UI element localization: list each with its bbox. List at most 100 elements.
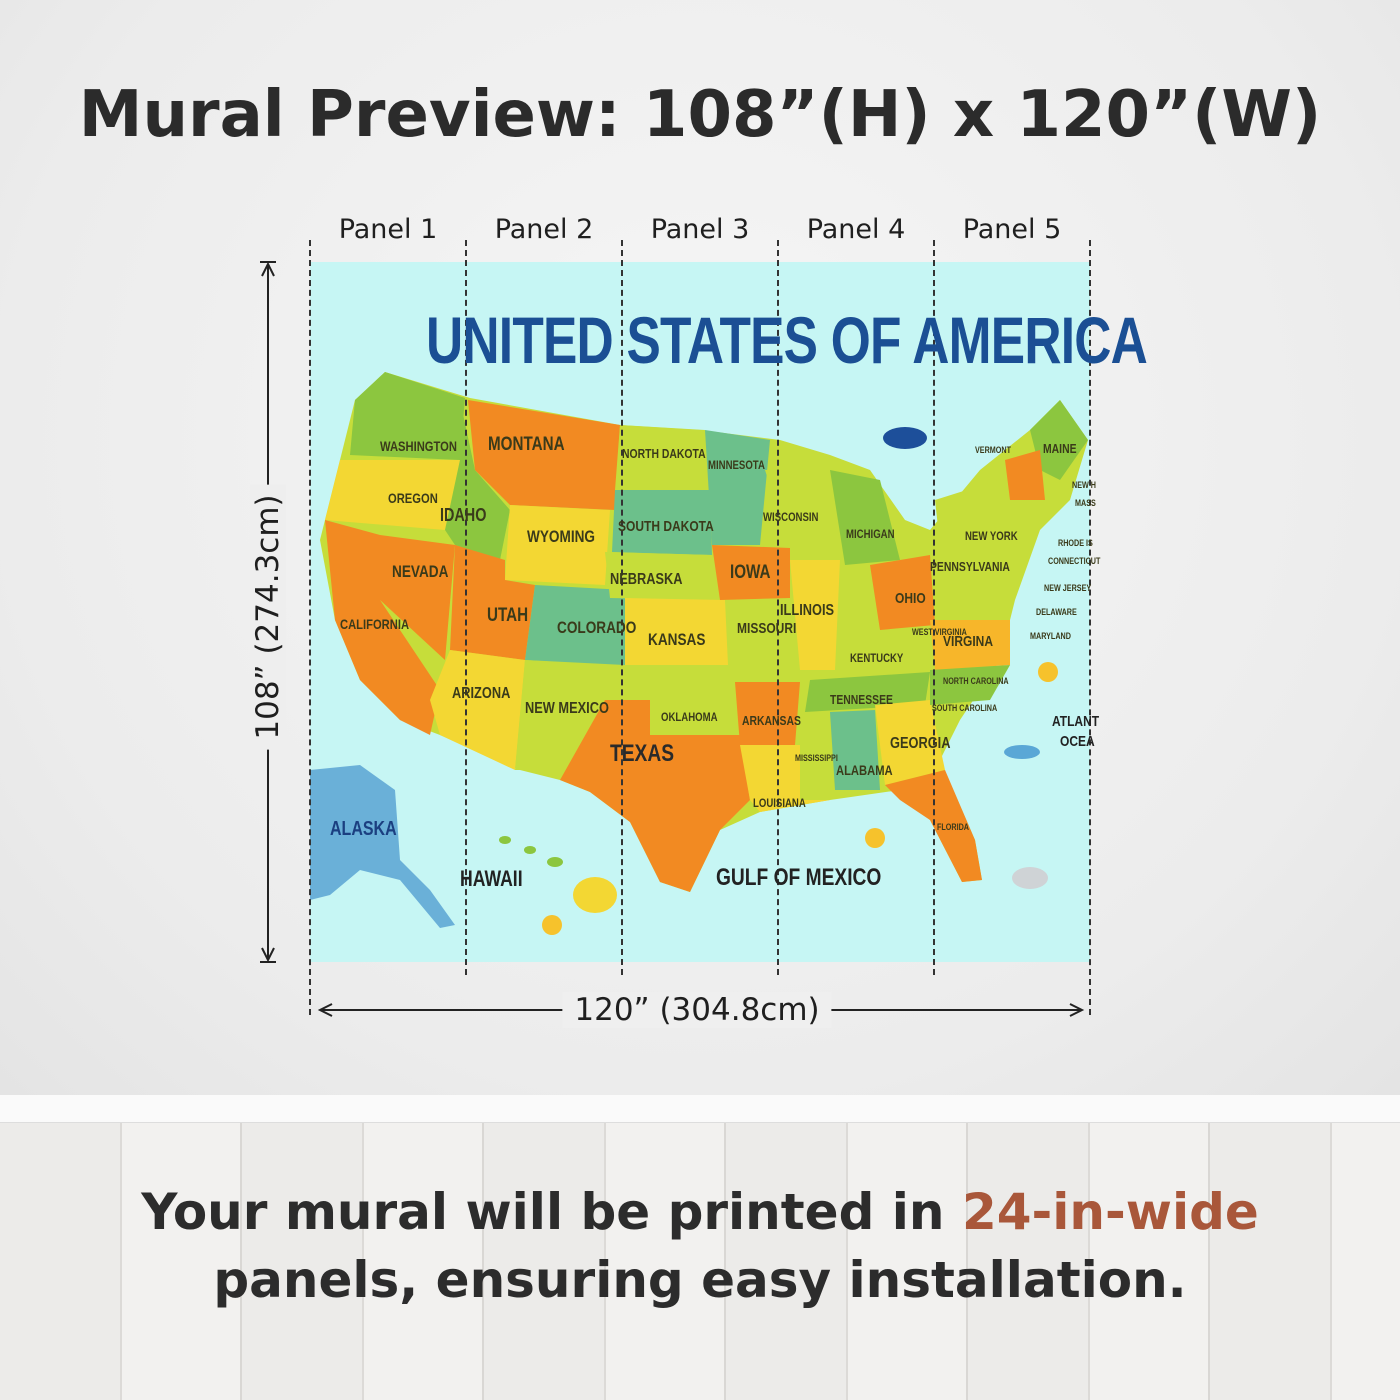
page-title: Mural Preview: 108”(H) x 120”(W) [78,78,1322,152]
state-label: ARKANSAS [742,713,801,728]
state-label: MARYLAND [1030,631,1071,641]
state-arkansas [735,682,800,745]
state-colorado [525,585,625,665]
state-label: MINNESOTA [708,458,765,472]
state-label: KENTUCKY [850,651,904,665]
state-label: GEORGIA [890,735,951,752]
state-ohio [870,555,935,630]
state-oregon [325,460,460,530]
state-missouri [728,600,800,680]
state-north-carolina [930,665,1010,705]
panel-3-label: Panel 3 [650,214,750,245]
state-label: MONTANA [488,434,565,455]
state-label: NORTH CAROLINA [943,676,1009,686]
dolphin-icon [1004,745,1040,759]
state-georgia [875,700,945,785]
state-label: CALIFORNIA [340,616,410,632]
caption-text: panels, ensuring easy installation. [213,1251,1187,1309]
state-wyoming [505,505,610,585]
state-label: VERMONT [975,445,1011,455]
panel-divider [309,240,311,1015]
height-dimension-label: 108” (274.3cm) [250,484,286,750]
state-label: CONNECTICUT [1048,556,1101,566]
state-oklahoma [605,680,740,735]
arrowhead-right [1069,1003,1085,1017]
panel-divider [777,240,779,975]
state-idaho [445,400,510,560]
state-california [325,520,440,735]
arrowhead-down [261,947,275,963]
width-dimension-label: 120” (304.8cm) [562,992,832,1028]
state-label: NEW MEXICO [525,700,609,717]
state-label: ALABAMA [836,762,893,778]
state-label: TEXAS [610,740,675,767]
state-label: MASS [1075,498,1096,508]
panel-1-label: Panel 1 [338,214,438,245]
state-kansas [625,598,728,665]
state-label: MISSOURI [737,620,797,637]
state-label: MAINE [1043,441,1077,456]
caption-text: Your mural will be printed in [141,1183,962,1241]
manatee-icon [1012,867,1048,889]
state-label: UTAH [487,605,529,626]
state-illinois [790,560,840,670]
state-label: NEW YORK [965,529,1018,543]
state-michigan [830,470,900,565]
state-label: KANSAS [648,630,706,649]
state-alabama [830,710,880,790]
alaska-shape [310,765,455,928]
panel-5-label: Panel 5 [962,214,1062,245]
water-label: GULF OF MEXICO [716,864,882,891]
wood-floor [0,1123,1400,1400]
state-label: NEW JERSEY [1044,583,1092,593]
state-label: ALASKA [330,818,397,840]
state-nebraska [605,552,720,600]
panel-2-label: Panel 2 [494,214,594,245]
state-label: WISCONSIN [763,510,819,524]
arrowhead-left [317,1003,333,1017]
state-label: ARIZONA [452,685,511,702]
state-montana [468,400,620,510]
water-label: ATLANT [1052,713,1100,730]
panel-4-label: Panel 4 [806,214,906,245]
arrowhead-up [261,261,275,277]
state-vermont-nh [1005,450,1045,500]
state-wisconsin [765,470,830,548]
state-label: IOWA [730,562,771,583]
state-south-dakota [612,490,712,555]
state-utah [450,545,535,660]
state-iowa [712,545,790,600]
panel-divider [621,240,623,975]
state-virginia [930,620,1010,670]
state-label: NEVADA [392,562,449,581]
footer-caption: Your mural will be printed in 24-in-wide… [0,1178,1400,1314]
state-arizona [430,650,525,770]
state-label: LOUISIANA [753,796,806,810]
panel-divider [1089,240,1091,1015]
state-label: NEW H [1072,480,1096,490]
hawaii-island [573,877,617,913]
hawaii-island [547,857,563,867]
panel-divider [933,240,935,975]
state-tennessee [805,672,930,712]
state-label: WYOMING [527,527,595,546]
state-label: WASHINGTON [380,438,457,454]
state-label: MISSISSIPPI [795,753,838,763]
state-label: RHODE IS [1058,538,1093,548]
state-texas [560,700,750,892]
state-label: SOUTH DAKOTA [618,518,714,535]
state-label: ILLINOIS [780,602,835,619]
state-label: NEBRASKA [610,571,683,588]
state-minnesota [705,430,770,545]
state-label: NORTH DAKOTA [622,446,706,461]
state-label: OKLAHOMA [661,710,718,724]
state-louisiana [740,745,830,812]
caption-accent: 24-in-wide [961,1183,1259,1241]
state-label: DELAWARE [1036,607,1077,617]
state-label: TENNESSEE [830,692,893,707]
hawaii-island [524,846,536,854]
state-label: MICHIGAN [846,527,895,541]
sun-icon [865,828,885,848]
state-maine [1030,400,1088,480]
